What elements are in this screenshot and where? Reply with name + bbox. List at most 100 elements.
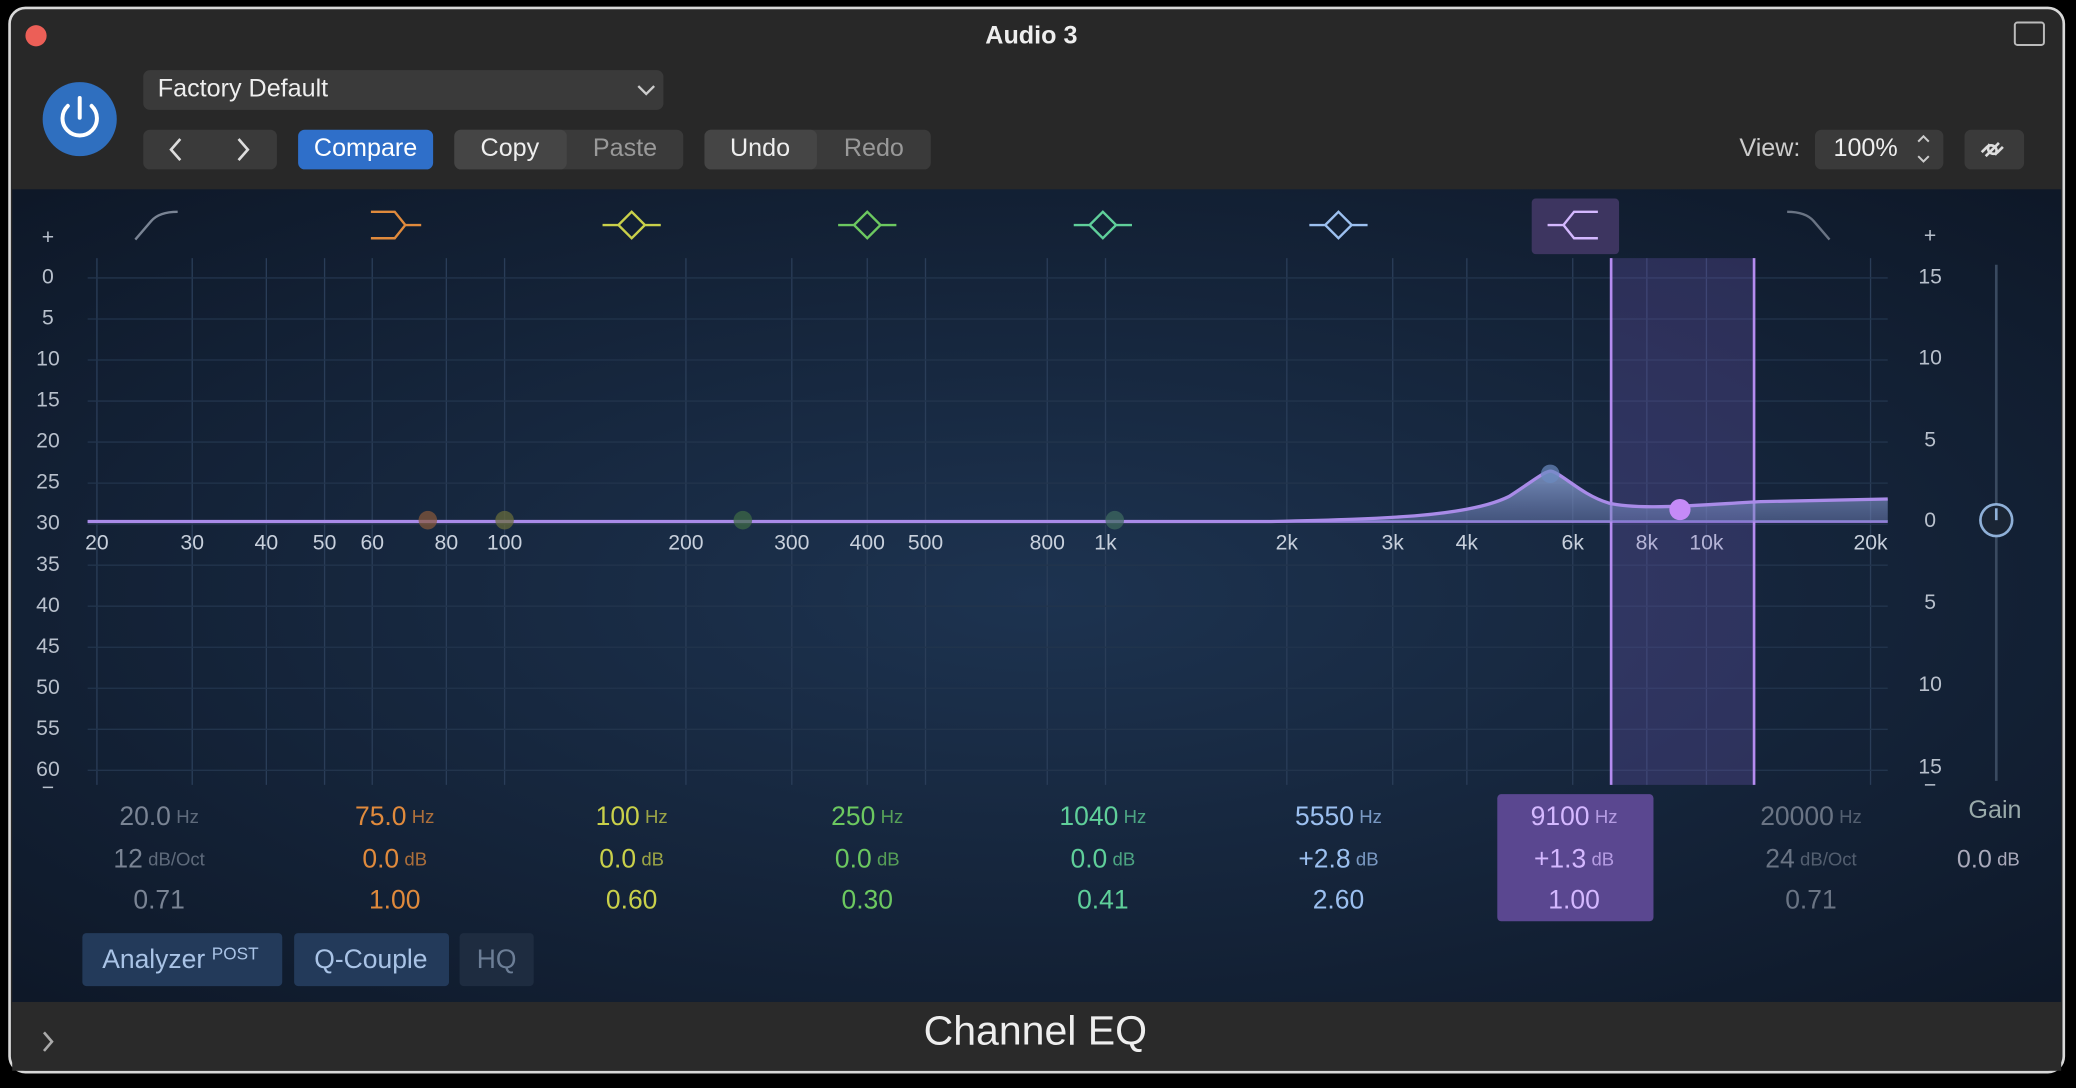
band-handle[interactable]	[1540, 464, 1560, 484]
gain-label: Gain	[1968, 796, 2021, 824]
right-scale-label: −	[1924, 774, 1936, 797]
band-freq-unit: Hz	[412, 806, 435, 827]
freq-label: 20	[85, 532, 109, 555]
band-type-icon	[370, 210, 422, 240]
right-scale-label: 10	[1918, 673, 1942, 696]
gain-number: 0.0	[1957, 845, 1992, 873]
band-gain: 12 dB/Oct	[113, 843, 205, 873]
paste-label[interactable]: Paste	[593, 134, 657, 162]
band-freq-value: 250	[831, 801, 875, 831]
band-type-icon	[134, 210, 178, 241]
freq-label: 200	[668, 532, 703, 555]
band-freq-unit: Hz	[176, 806, 199, 827]
band-q: 0.71	[133, 884, 185, 914]
gain-unit: dB	[1997, 848, 2020, 869]
band-freq-value: 75.0	[355, 801, 407, 831]
undo-button[interactable]	[704, 129, 817, 170]
band-gain: 0.0 dB	[835, 843, 900, 873]
band-type-icon	[602, 210, 661, 240]
band-freq: 1040 Hz	[1059, 801, 1146, 831]
copy-button[interactable]	[454, 129, 567, 170]
band-freq-unit: Hz	[1359, 806, 1382, 827]
selected-band-params-bg	[1497, 794, 1654, 922]
left-scale-label: +	[42, 226, 54, 249]
link-icon	[1980, 142, 2004, 158]
band-freq: 75.0 Hz	[355, 801, 434, 831]
band-gain-value: 0.0	[362, 843, 399, 873]
freq-label: 10k	[1689, 532, 1724, 555]
band-freq-unit: Hz	[1124, 806, 1147, 827]
band-gain: 0.0 dB	[1070, 843, 1135, 873]
copy-label: Copy	[481, 134, 540, 162]
band-q: 0.71	[1785, 884, 1837, 914]
freq-label: 2k	[1276, 532, 1299, 555]
band-freq: 100 Hz	[596, 801, 668, 831]
band-gain: +2.8 dB	[1298, 843, 1378, 873]
band-handle[interactable]	[1669, 498, 1691, 521]
right-scale-label: 5	[1924, 591, 1936, 614]
right-scale-label: 15	[1918, 266, 1942, 289]
analyzer-button[interactable]	[82, 933, 283, 987]
redo-label[interactable]: Redo	[844, 134, 904, 162]
band-freq-unit: Hz	[645, 806, 668, 827]
band-handle[interactable]	[1105, 510, 1125, 530]
freq-label: 3k	[1382, 532, 1405, 555]
freq-label: 6k	[1562, 532, 1585, 555]
band-gain-value: +1.3	[1534, 843, 1586, 873]
band-gain-value: 0.0	[599, 843, 636, 873]
band-gain-unit: dB/Oct	[148, 848, 205, 869]
freq-label: 800	[1030, 532, 1065, 555]
plugin-name: Channel EQ	[924, 1008, 1147, 1054]
band-q: 1.00	[369, 884, 421, 914]
view-label: View:	[1739, 134, 1800, 162]
band-freq: 250 Hz	[831, 801, 903, 831]
band-type-icon	[1309, 210, 1368, 240]
left-scale-label: 30	[36, 512, 60, 535]
left-scale-label: 5	[42, 307, 54, 330]
compare-button[interactable]	[298, 129, 434, 170]
q-couple-label: Q-Couple	[314, 944, 427, 974]
q-couple-button[interactable]	[294, 933, 449, 987]
band-gain-unit: dB/Oct	[1800, 848, 1857, 869]
hq-button[interactable]	[459, 933, 534, 987]
band-handle[interactable]	[495, 510, 514, 530]
footer	[12, 1001, 2062, 1071]
band-q: 0.60	[606, 884, 658, 914]
band-q: 0.30	[841, 884, 893, 914]
link-button[interactable]	[1964, 129, 2025, 170]
left-scale-label: −	[42, 776, 54, 799]
right-scale-label: 0	[1924, 509, 1936, 532]
band-gain: 24 dB/Oct	[1765, 843, 1857, 873]
left-scale-label: 10	[36, 348, 60, 371]
freq-label: 300	[774, 532, 809, 555]
selected-band-icon-bg	[1531, 198, 1620, 255]
band-handle[interactable]	[733, 510, 753, 530]
band-gain: 0.0 dB	[362, 843, 427, 873]
freq-label: 20k	[1853, 532, 1888, 555]
band-q: 1.00	[1548, 884, 1600, 914]
right-scale-label: 15	[1918, 755, 1942, 778]
band-freq-unit: Hz	[881, 806, 904, 827]
freq-label: 30	[180, 532, 204, 555]
footer-disclosure[interactable]	[42, 1031, 54, 1052]
hq-label: HQ	[477, 944, 517, 974]
freq-label: 4k	[1456, 532, 1479, 555]
close-button[interactable]	[25, 25, 47, 47]
view-stepper	[1917, 134, 1930, 163]
band-freq-value: 9100	[1531, 801, 1590, 831]
left-scale-label: 25	[36, 471, 60, 494]
eq-display	[12, 189, 2062, 1002]
band-gain-unit: dB	[641, 848, 664, 869]
view-menu[interactable]	[1814, 129, 1944, 170]
nav-buttons[interactable]	[143, 129, 277, 170]
preset-menu[interactable]	[143, 70, 664, 110]
band-handle[interactable]	[418, 510, 438, 530]
left-scale-label: 35	[36, 553, 60, 576]
freq-label: 8k	[1636, 532, 1659, 555]
detach-icon[interactable]	[2013, 21, 2045, 46]
power-icon	[60, 95, 99, 138]
freq-label: 80	[435, 532, 459, 555]
band-gain-unit: dB	[1592, 848, 1615, 869]
band-freq: 20.0 Hz	[119, 801, 198, 831]
